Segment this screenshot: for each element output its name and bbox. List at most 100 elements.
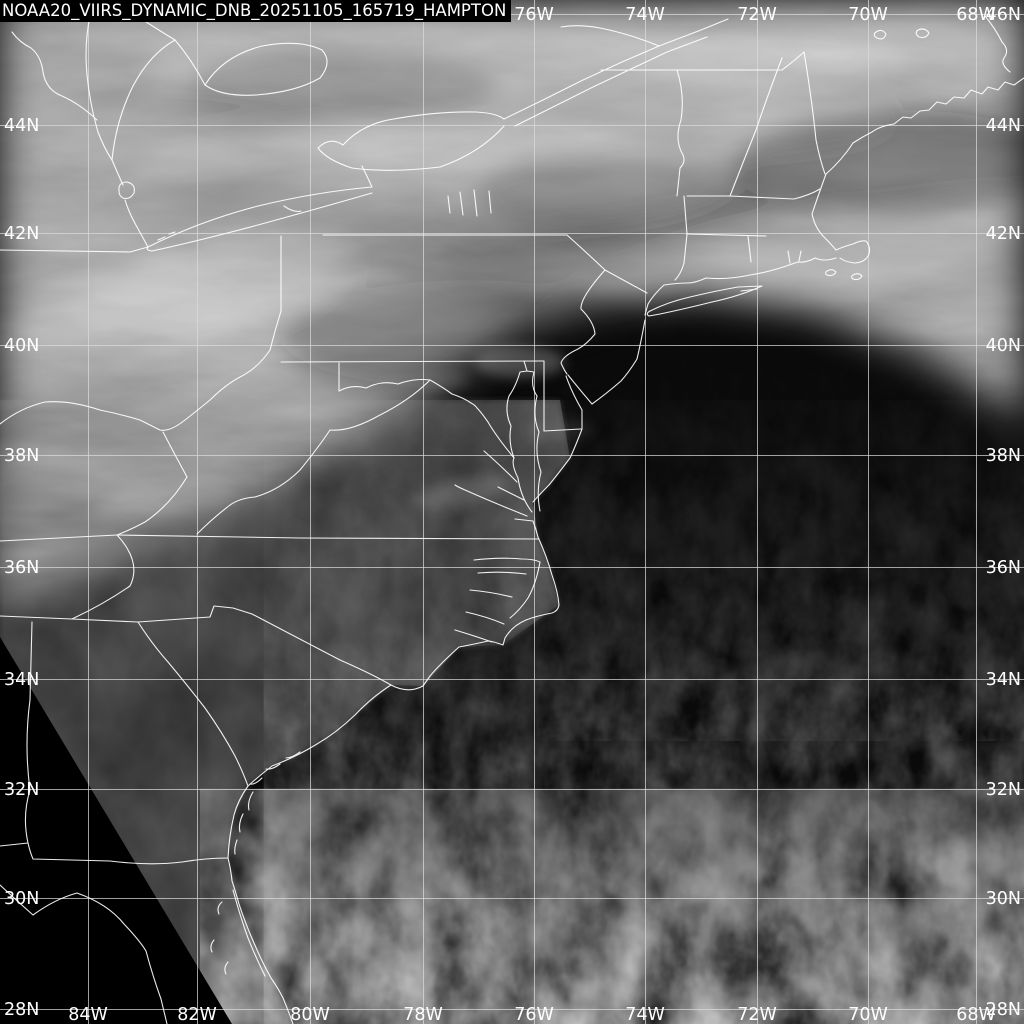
- james-river: [454, 484, 528, 517]
- neuse-river: [465, 611, 505, 625]
- chesapeake-bay-east-shore: [526, 370, 542, 512]
- border-nc-sc: [251, 613, 392, 686]
- cloud-dark-patch-ontario: [180, 45, 500, 125]
- border-ny-pa: [322, 234, 606, 271]
- border-tn-ga-al-35n: [0, 605, 253, 623]
- map-overlay-layer: [0, 15, 1024, 1024]
- delaware-bay-west-shore: [565, 375, 583, 411]
- coastline-ri-ct: [647, 257, 837, 305]
- graticule-label-bottom-74W: 74W: [625, 1005, 665, 1024]
- ocean-cumulus-field: [205, 300, 1024, 1024]
- long-point: [283, 205, 302, 212]
- coastline-nh-ma: [811, 142, 854, 251]
- graticule-label-top-72W: 72W: [737, 5, 777, 25]
- graticule-label-bottom-80W: 80W: [290, 1005, 330, 1024]
- coastline-ga: [227, 785, 249, 859]
- graticule-label-top-74W: 74W: [625, 5, 665, 25]
- lake-huron-west-shore: [85, 15, 113, 161]
- pamlico-sound-inner: [509, 561, 541, 619]
- border-ma-west: [683, 195, 688, 235]
- coastline-delmarva-atlantic: [532, 409, 583, 503]
- graticule-label-right-38N: 38N: [986, 446, 1021, 466]
- graticule-label-left-38N: 38N: [4, 446, 39, 466]
- graticule-label-left-42N: 42N: [4, 224, 39, 244]
- maine-islands: [873, 28, 930, 40]
- graticule-label-bottom-76W: 76W: [514, 1005, 554, 1024]
- graticule-label-left-44N: 44N: [4, 116, 39, 136]
- rappahannock-river: [483, 450, 518, 483]
- graticule-label-bottom-72W: 72W: [737, 1005, 777, 1024]
- border-ky-tn: [0, 534, 118, 542]
- chesapeake-bay-west-shore: [506, 370, 533, 513]
- graticule-label-bottom-70W: 70W: [848, 1005, 888, 1024]
- cape-fear: [390, 684, 424, 691]
- graticule-label-right-30N: 30N: [986, 889, 1021, 909]
- lake-ontario-south-shore: [317, 125, 505, 171]
- potomac-river-upper: [338, 378, 478, 409]
- lake-erie-north-shore: [147, 186, 373, 248]
- fl-lagoons: [210, 889, 266, 977]
- pamlico-river: [469, 589, 513, 598]
- border-ri-ct: [747, 235, 752, 263]
- st-lawrence-river-north: [503, 18, 729, 120]
- bogue-sound: [454, 629, 493, 643]
- coastline-nj: [591, 319, 646, 405]
- potomac-river: [476, 407, 515, 459]
- border-ky-wv-big-sandy: [162, 431, 188, 478]
- georgian-bay: [204, 42, 328, 96]
- border-va-nc: [116, 534, 540, 540]
- border-al-fl: [0, 842, 29, 847]
- susquehanna-river: [523, 360, 528, 372]
- border-oh-wv-ohio-river: [0, 310, 282, 431]
- coastline-fl-gulf: [0, 884, 168, 1024]
- niagara-river: [361, 165, 373, 188]
- border-ma-north: [686, 188, 821, 200]
- cloud-wisp-maryland: [475, 346, 565, 378]
- coastline-sc: [247, 684, 392, 787]
- lake-huron-east-shore: [111, 39, 176, 161]
- cloud-dark-patch-maine: [730, 110, 1024, 220]
- graticule-label-right-34N: 34N: [986, 670, 1021, 690]
- cloud-wisp-nc: [413, 475, 511, 509]
- graticule-label-left-28N: 28N: [4, 1000, 39, 1020]
- sc-sea-islands: [249, 751, 301, 785]
- narragansett-bay: [787, 250, 802, 264]
- lake-st-clair: [118, 181, 135, 199]
- lake-champlain: [676, 69, 685, 169]
- graticule-label-right-32N: 32N: [986, 780, 1021, 800]
- saginaw-bay: [11, 31, 98, 121]
- graticule-label-left-30N: 30N: [4, 889, 39, 909]
- graticule-label-left-40N: 40N: [4, 336, 39, 356]
- graticule-label-left-34N: 34N: [4, 670, 39, 690]
- long-island-north-shore: [649, 285, 763, 312]
- graticule-label-bottom-78W: 78W: [403, 1005, 443, 1024]
- border-vt-ny: [676, 167, 681, 197]
- lake-erie-islands: [157, 231, 176, 241]
- albemarle-sound: [473, 557, 541, 575]
- border-ga-fl: [27, 842, 229, 865]
- st-lawrence-river-south: [514, 36, 708, 127]
- border-ct-ny: [674, 233, 688, 281]
- graticule-label-bottom-68W: 68W: [956, 1005, 996, 1024]
- border-us-canada-45n: [600, 51, 805, 71]
- graticule-label-right-44N: 44N: [986, 116, 1021, 136]
- border-ky-va: [116, 476, 188, 536]
- cloud-bright-band-west: [0, 233, 350, 407]
- cloud-wisp-wv-va: [130, 366, 470, 424]
- ottawa-river: [560, 25, 660, 47]
- title-text: NOAA20_VIIRS_DYNAMIC_DNB_20251105_165719…: [2, 1, 507, 20]
- border-ga-al: [24, 621, 33, 844]
- border-mi-oh: [0, 246, 149, 253]
- graticule-label-left-36N: 36N: [4, 558, 39, 578]
- graticule-label-right-28N: 28N: [986, 1000, 1021, 1020]
- border-ny-nj: [604, 269, 648, 294]
- long-island-fork: [740, 288, 758, 292]
- cloud-dark-patch-ny: [470, 150, 770, 240]
- york-river: [497, 486, 525, 501]
- border-wv-va: [196, 379, 431, 535]
- border-ma-ct-ri: [686, 233, 767, 237]
